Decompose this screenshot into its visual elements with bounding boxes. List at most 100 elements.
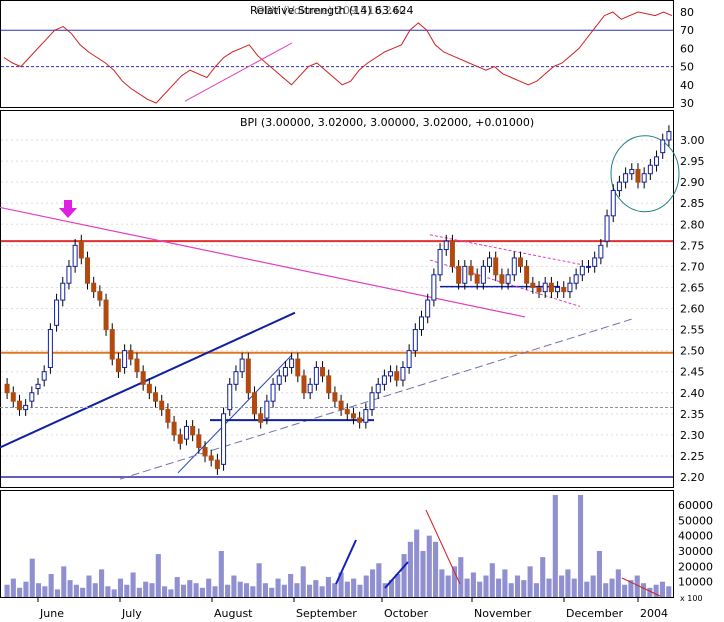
volume-bar — [313, 580, 319, 597]
candle-body — [134, 358, 140, 373]
volume-bar — [496, 578, 502, 597]
candle-body — [165, 409, 171, 423]
candle-body — [78, 240, 84, 259]
candle-body — [16, 400, 22, 411]
volume-bar — [653, 584, 659, 597]
candle-body — [103, 299, 109, 331]
volume-bar — [565, 569, 571, 597]
volume-bar — [105, 586, 111, 597]
x-tick-label: July — [121, 607, 142, 620]
volume-bar — [514, 575, 521, 597]
candle-body — [72, 244, 78, 267]
candle-body — [573, 274, 579, 284]
volume-bar — [23, 581, 29, 597]
candle-body — [233, 371, 239, 385]
volume-tick-label: 10000 — [678, 576, 713, 589]
candle-body — [394, 371, 400, 381]
candle-body — [47, 329, 53, 368]
candle-body — [41, 371, 47, 381]
candle-body — [196, 434, 202, 449]
price-tick-label: 2.35 — [680, 408, 705, 421]
candle-body — [85, 257, 90, 284]
volume-bar — [180, 584, 187, 597]
price-axis: 3.00 2.95 2.90 2.85 2.80 2.75 2.70 2.65 2.60 2.55… — [1, 134, 705, 484]
volume-bar — [559, 575, 565, 597]
candle-body — [604, 215, 610, 242]
volume-bar — [162, 586, 168, 597]
volume-bar — [577, 495, 584, 597]
candle-body — [363, 409, 369, 423]
highlight-circle — [610, 135, 680, 213]
volume-bar — [288, 574, 294, 597]
volume-bar — [36, 583, 42, 597]
candle-body — [487, 257, 493, 267]
candle-body — [623, 173, 629, 183]
candle-body — [128, 350, 134, 360]
price-tick-label: 2.45 — [680, 366, 705, 379]
volume-trend-2 — [384, 561, 409, 589]
volume-bar — [99, 569, 105, 597]
volume-bar — [168, 589, 174, 597]
candle-body — [140, 371, 146, 385]
volume-bar — [319, 586, 325, 597]
x-axis: June July August September October November De… — [37, 597, 668, 620]
volume-bar — [306, 584, 313, 597]
candle-body — [171, 421, 177, 436]
candle-body — [567, 282, 573, 293]
volume-bar — [502, 569, 508, 597]
candle-body — [307, 383, 313, 394]
volume-bar — [332, 583, 338, 597]
price-tick-label: 2.90 — [680, 176, 705, 189]
volume-bar — [300, 566, 306, 597]
volume-bar — [67, 580, 73, 597]
price-tick-label: 2.80 — [680, 218, 705, 231]
candle-body — [449, 240, 455, 267]
price-tick-label: 2.85 — [680, 197, 705, 210]
volume-bar — [647, 587, 653, 597]
volume-bar — [451, 566, 458, 597]
price-tick-label: 2.30 — [680, 429, 705, 442]
candle-body — [91, 282, 97, 293]
price-panel — [0, 110, 674, 488]
candle-body — [4, 383, 10, 394]
volume-bar — [206, 578, 212, 597]
price-tick-label: 2.60 — [680, 303, 705, 316]
volume-bar — [521, 580, 527, 597]
candle-body — [239, 358, 245, 373]
candle-body — [270, 383, 276, 402]
candle-body — [660, 139, 666, 154]
x-tick-label: August — [214, 607, 253, 620]
candle-body — [641, 173, 647, 183]
channel-upper — [429, 234, 581, 265]
candle-body — [555, 286, 561, 293]
volume-bar — [458, 557, 464, 597]
volume-bar — [199, 587, 205, 597]
candle-body — [109, 329, 115, 360]
candle-body — [357, 417, 363, 423]
volume-bar — [546, 578, 552, 597]
volume-bar — [552, 495, 558, 597]
price-tick-label: 3.00 — [680, 134, 705, 147]
rsi-panel — [0, 0, 674, 108]
volume-bar — [218, 551, 224, 597]
volume-bar — [609, 578, 615, 597]
volume-bar — [470, 572, 476, 597]
candle-body — [369, 392, 375, 411]
volume-bar — [382, 583, 388, 597]
candle-body — [66, 265, 72, 284]
candle-body — [530, 282, 536, 288]
candle-body — [666, 131, 672, 141]
candle-body — [629, 168, 635, 175]
candle-body — [443, 240, 449, 251]
short-uptrend-line — [177, 354, 293, 474]
volume-bar — [269, 587, 275, 597]
candle-body — [214, 459, 220, 470]
volume-bar — [584, 581, 590, 597]
volume-bar — [640, 583, 647, 597]
volume-bar — [225, 584, 231, 597]
price-tick-label: 2.70 — [680, 260, 705, 273]
peak-arrow — [59, 200, 77, 218]
volume-bar — [117, 578, 124, 597]
candle-body — [474, 274, 480, 284]
